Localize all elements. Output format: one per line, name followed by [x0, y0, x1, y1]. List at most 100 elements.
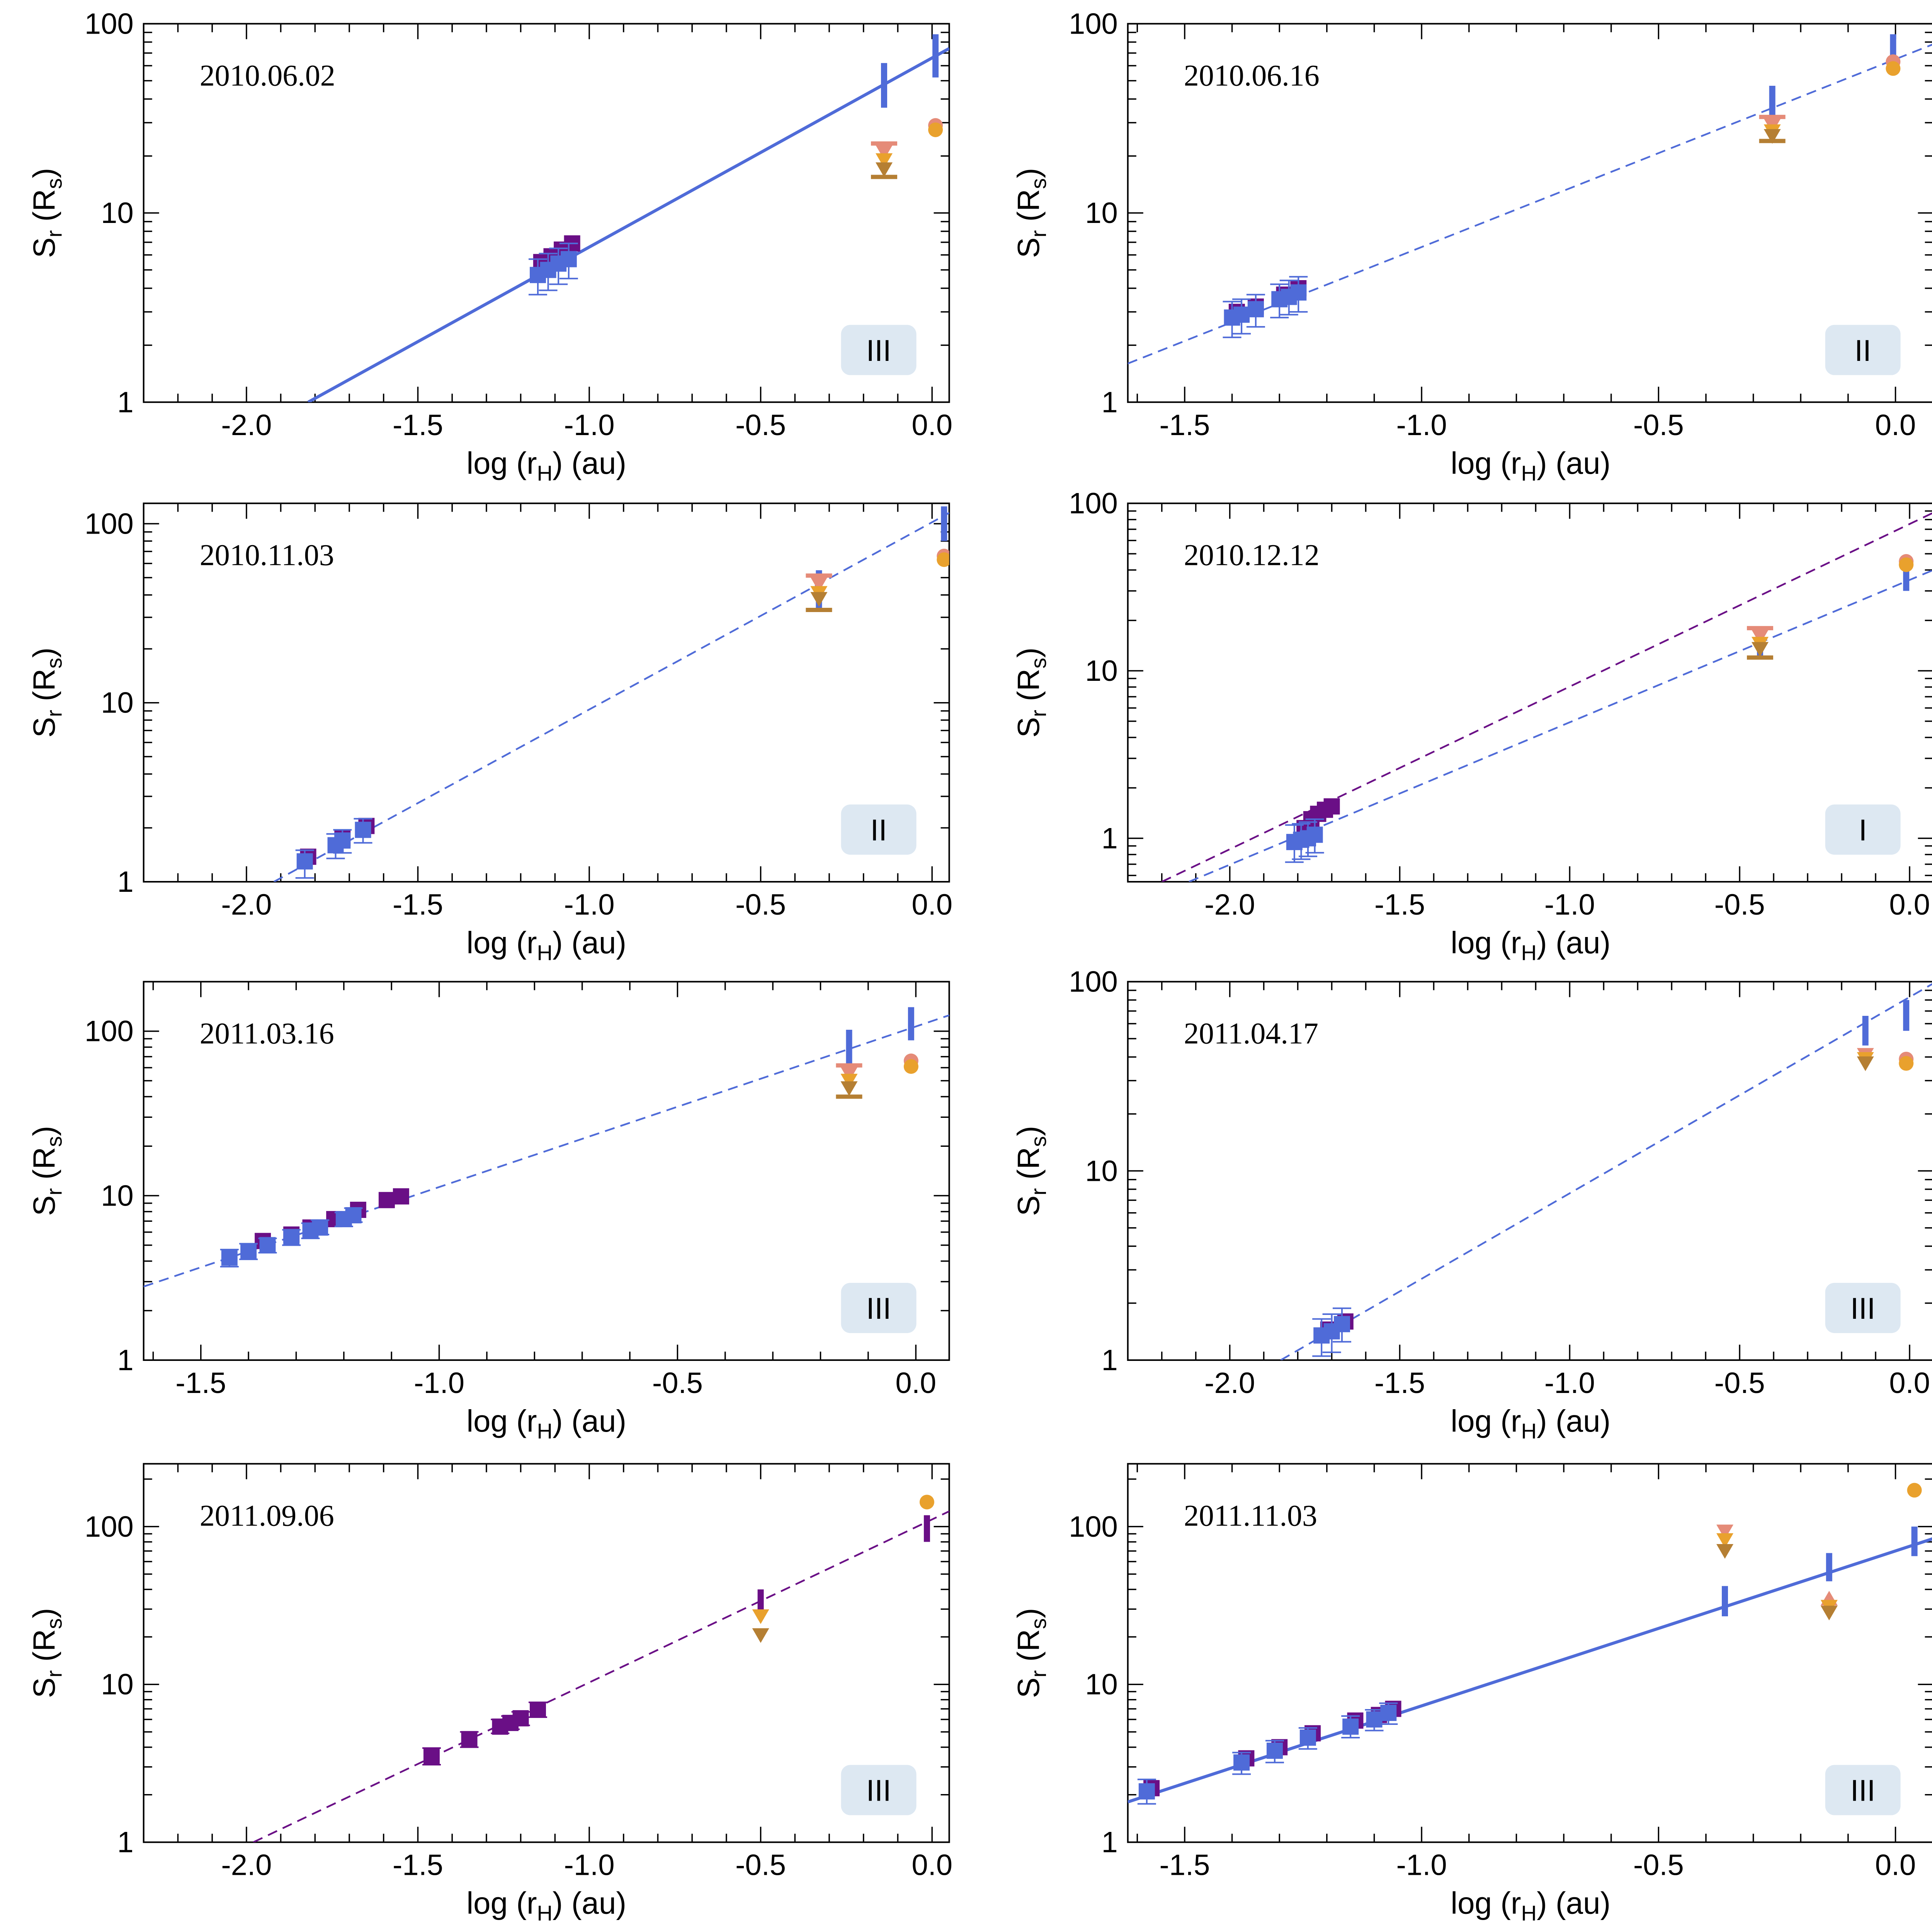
panel-date-label: 2011.11.03 — [1184, 1498, 1317, 1532]
x-tick-label: -1.5 — [1374, 1367, 1425, 1400]
regime-badge — [1825, 1282, 1901, 1333]
data-point-square — [221, 1249, 238, 1266]
panel-2010.06.16: -1.5 -1.0 -0.5 0.0 1 10 100 log (rH) (au) Sr (Rs… — [1011, 7, 1932, 485]
x-tick-label: -1.5 — [1374, 888, 1425, 921]
panel-date-label: 2011.09.06 — [200, 1498, 334, 1532]
x-tick-label: -1.0 — [1396, 409, 1447, 442]
y-axis-label: Sr (Rs) — [27, 1608, 66, 1698]
data-point-circle — [1886, 61, 1901, 76]
data-point-circle — [903, 1059, 918, 1074]
x-tick-label: -1.5 — [1159, 1849, 1210, 1882]
data-point-square — [345, 1207, 362, 1224]
y-axis-label: Sr (Rs) — [27, 648, 66, 738]
fit-line-purple — [1161, 512, 1932, 882]
data-point-square — [1306, 827, 1323, 843]
y-tick-label: 100 — [85, 7, 134, 40]
x-tick-label: -2.0 — [221, 1849, 272, 1882]
data-layer — [307, 34, 949, 402]
x-tick-label: -2.0 — [1204, 1367, 1255, 1400]
x-tick-label: -0.5 — [1633, 409, 1684, 442]
fit-line-blue — [1280, 983, 1932, 1360]
y-tick-label: 1 — [117, 1344, 133, 1377]
x-tick-label: -1.5 — [1159, 409, 1210, 442]
data-point-square — [259, 1237, 276, 1253]
data-layer — [1128, 1483, 1932, 1805]
y-tick-label: 10 — [1085, 197, 1118, 230]
x-tick-label: -0.5 — [735, 1849, 786, 1882]
x-tick-label: -1.0 — [414, 1367, 464, 1400]
data-point-triangle-down — [1820, 1605, 1838, 1621]
x-tick-label: -0.5 — [1633, 1849, 1684, 1882]
data-point-circle — [1899, 557, 1914, 572]
panel-2011.03.16: -1.5 -1.0 -0.5 0.0 1 10 100 log (rH) (au) Sr (Rs… — [27, 981, 950, 1443]
y-tick-label: 1 — [1101, 1826, 1117, 1859]
y-axis-label: Sr (Rs) — [1011, 1608, 1051, 1698]
data-point-square — [1247, 301, 1264, 318]
data-point-square — [560, 251, 577, 267]
data-point-square — [393, 1188, 409, 1205]
x-tick-label: -1.0 — [564, 888, 615, 921]
x-tick-label: -0.5 — [1714, 1367, 1765, 1400]
y-tick-label: 100 — [1069, 487, 1118, 520]
y-tick-label: 100 — [1069, 7, 1118, 40]
regime-badge — [841, 1765, 917, 1815]
data-point-square — [1233, 1754, 1250, 1771]
data-point-square — [240, 1243, 257, 1259]
x-tick-label: -1.0 — [564, 409, 615, 442]
x-axis-label: log (rH) (au) — [1451, 446, 1611, 485]
data-point-triangle-down — [810, 592, 828, 607]
y-tick-label: 1 — [1101, 1344, 1117, 1377]
data-point-square — [1366, 1711, 1383, 1728]
data-point-triangle-down — [1764, 129, 1781, 144]
data-point-square — [312, 1219, 328, 1236]
data-point-triangle-down — [840, 1081, 858, 1096]
data-point-square — [283, 1229, 300, 1245]
fit-line-blue — [307, 47, 949, 402]
data-point-square — [355, 821, 371, 838]
x-tick-label: 0.0 — [912, 409, 952, 442]
data-point-circle — [919, 1495, 934, 1510]
regime-badge — [1825, 325, 1901, 375]
y-tick-label: 1 — [117, 866, 133, 898]
fit-line-purple — [253, 1510, 949, 1842]
data-point-square — [1138, 1783, 1155, 1800]
x-tick-label: 0.0 — [912, 888, 952, 921]
data-point-square — [1342, 1718, 1359, 1735]
data-layer — [1128, 34, 1932, 364]
x-tick-label: 0.0 — [1875, 1849, 1916, 1882]
regime-label: III — [866, 1291, 891, 1325]
fit-line-blue — [143, 1014, 949, 1287]
data-layer — [1280, 983, 1932, 1360]
data-point-square — [1233, 306, 1250, 323]
y-axis-label: Sr (Rs) — [27, 168, 66, 258]
data-layer — [1161, 512, 1932, 882]
x-tick-label: -2.0 — [221, 409, 272, 442]
data-point-square — [529, 1702, 546, 1718]
data-point-triangle-down — [1716, 1533, 1733, 1548]
x-tick-label: -1.0 — [564, 1849, 615, 1882]
y-tick-label: 100 — [1069, 966, 1118, 998]
data-point-square — [1266, 1742, 1283, 1759]
regime-badge — [1825, 804, 1901, 855]
x-axis-label: log (rH) (au) — [1451, 1886, 1611, 1925]
y-tick-label: 1 — [1101, 822, 1117, 855]
fit-line-blue — [273, 512, 949, 882]
x-tick-label: 0.0 — [1875, 409, 1916, 442]
panel-2010.12.12: -2.0 -1.5 -1.0 -0.5 0.0 1 10 100 log (rH) (au) Sr… — [1011, 487, 1932, 965]
x-axis-label: log (rH) (au) — [1451, 1404, 1611, 1443]
plot-frame — [1127, 502, 1932, 883]
data-point-square — [461, 1731, 478, 1747]
x-tick-label: -1.5 — [393, 888, 443, 921]
y-tick-label: 100 — [85, 1015, 134, 1048]
regime-label: III — [1850, 1291, 1876, 1325]
panel-2011.04.17: -2.0 -1.5 -1.0 -0.5 0.0 1 10 100 log (rH) (au) Sr… — [1011, 966, 1932, 1443]
regime-label: III — [1850, 1774, 1876, 1808]
y-tick-label: 10 — [1085, 1668, 1118, 1701]
x-tick-label: -0.5 — [652, 1367, 703, 1400]
x-axis-label: log (rH) (au) — [1451, 925, 1611, 965]
regime-badge — [841, 1282, 917, 1333]
data-point-triangle-down — [810, 577, 828, 592]
data-point-circle — [1899, 1056, 1914, 1071]
data-point-circle — [1907, 1483, 1922, 1498]
